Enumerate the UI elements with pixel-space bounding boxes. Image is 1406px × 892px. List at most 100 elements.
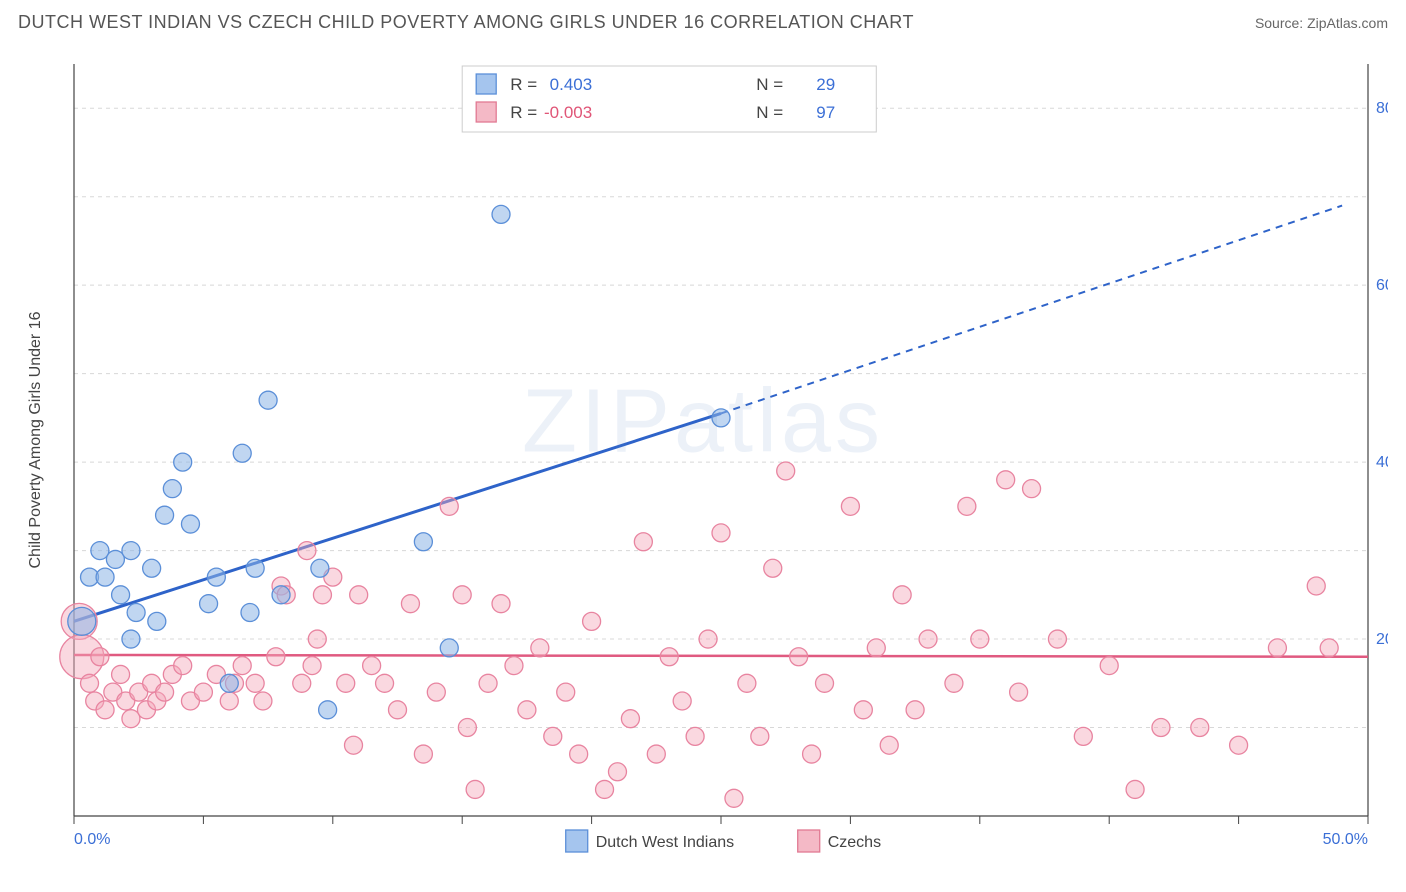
data-point (427, 683, 445, 701)
data-point (867, 639, 885, 657)
data-point (712, 409, 730, 427)
y-tick-label: 80.0% (1376, 100, 1388, 117)
data-point (272, 586, 290, 604)
data-point (440, 639, 458, 657)
data-point (246, 674, 264, 692)
stats-n-label: N = (756, 75, 783, 94)
y-tick-label: 60.0% (1376, 277, 1388, 294)
stats-n-value: 97 (816, 103, 835, 122)
data-point (1307, 577, 1325, 595)
data-point (725, 789, 743, 807)
data-point (570, 745, 588, 763)
legend-swatch (566, 830, 588, 852)
data-point (233, 444, 251, 462)
data-point (259, 391, 277, 409)
data-point (267, 648, 285, 666)
data-point (492, 205, 510, 223)
data-point (254, 692, 272, 710)
data-point (505, 657, 523, 675)
data-point (712, 524, 730, 542)
data-point (174, 657, 192, 675)
data-point (156, 506, 174, 524)
data-point (233, 657, 251, 675)
data-point (738, 674, 756, 692)
data-point (311, 559, 329, 577)
data-point (68, 607, 96, 635)
data-point (337, 674, 355, 692)
data-point (376, 674, 394, 692)
data-point (207, 568, 225, 586)
data-point (466, 780, 484, 798)
data-point (200, 595, 218, 613)
data-point (122, 630, 140, 648)
data-point (112, 586, 130, 604)
data-point (1010, 683, 1028, 701)
data-point (634, 533, 652, 551)
data-point (777, 462, 795, 480)
data-point (91, 648, 109, 666)
data-point (557, 683, 575, 701)
data-point (492, 595, 510, 613)
data-point (790, 648, 808, 666)
y-axis-label: Child Poverty Among Girls Under 16 (27, 311, 44, 568)
data-point (127, 604, 145, 622)
data-point (246, 559, 264, 577)
data-point (350, 586, 368, 604)
data-point (893, 586, 911, 604)
data-point (1126, 780, 1144, 798)
legend-label: Czechs (828, 834, 881, 851)
chart-title: DUTCH WEST INDIAN VS CZECH CHILD POVERTY… (18, 12, 914, 33)
data-point (854, 701, 872, 719)
data-point (919, 630, 937, 648)
data-point (96, 701, 114, 719)
data-point (363, 657, 381, 675)
data-point (414, 745, 432, 763)
data-point (971, 630, 989, 648)
data-point (313, 586, 331, 604)
data-point (544, 727, 562, 745)
stats-r-label: R = (510, 103, 537, 122)
data-point (96, 568, 114, 586)
data-point (1048, 630, 1066, 648)
legend-swatch (798, 830, 820, 852)
data-point (608, 763, 626, 781)
data-point (596, 780, 614, 798)
data-point (220, 692, 238, 710)
data-point (841, 497, 859, 515)
data-point (293, 674, 311, 692)
data-point (1074, 727, 1092, 745)
stats-swatch (476, 102, 496, 122)
data-point (1100, 657, 1118, 675)
data-point (479, 674, 497, 692)
data-point (958, 497, 976, 515)
y-tick-label: 40.0% (1376, 454, 1388, 471)
data-point (1191, 719, 1209, 737)
data-point (148, 612, 166, 630)
data-point (906, 701, 924, 719)
data-point (194, 683, 212, 701)
data-point (303, 657, 321, 675)
data-point (220, 674, 238, 692)
data-point (1023, 480, 1041, 498)
data-point (156, 683, 174, 701)
stats-r-value: 0.403 (550, 75, 593, 94)
data-point (803, 745, 821, 763)
data-point (345, 736, 363, 754)
stats-r-label: R = (510, 75, 537, 94)
x-max-label: 50.0% (1323, 831, 1368, 848)
data-point (81, 674, 99, 692)
legend-label: Dutch West Indians (596, 834, 734, 851)
data-point (945, 674, 963, 692)
x-min-label: 0.0% (74, 831, 110, 848)
data-point (518, 701, 536, 719)
data-point (1230, 736, 1248, 754)
data-point (997, 471, 1015, 489)
data-point (181, 515, 199, 533)
y-tick-label: 20.0% (1376, 631, 1388, 648)
data-point (319, 701, 337, 719)
stats-r-value: -0.003 (544, 103, 592, 122)
data-point (764, 559, 782, 577)
data-point (531, 639, 549, 657)
data-point (453, 586, 471, 604)
data-point (112, 665, 130, 683)
